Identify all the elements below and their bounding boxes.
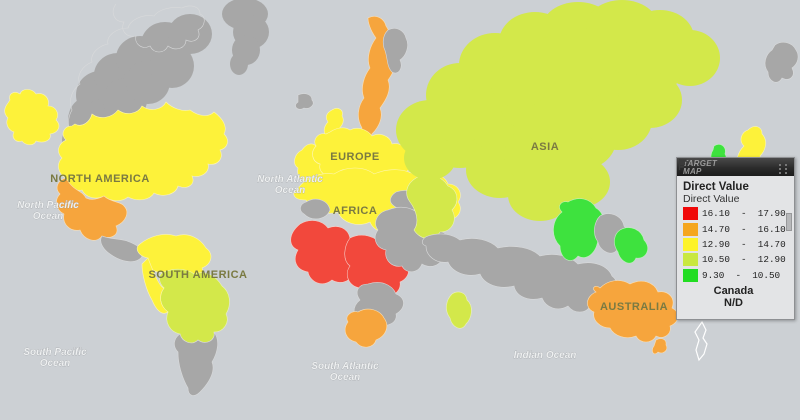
svg-text:AFRICA: AFRICA <box>333 205 378 217</box>
svg-text:North Pacific: North Pacific <box>17 200 79 211</box>
svg-text:North Atlantic: North Atlantic <box>257 174 323 185</box>
svg-text:Ocean: Ocean <box>40 358 71 369</box>
svg-text:Ocean: Ocean <box>275 185 306 196</box>
svg-text:Ocean: Ocean <box>33 211 64 222</box>
svg-text:ASIA: ASIA <box>531 141 559 153</box>
svg-text:South Atlantic: South Atlantic <box>311 361 379 372</box>
svg-text:Ocean: Ocean <box>330 372 361 383</box>
svg-text:Indian Ocean: Indian Ocean <box>514 350 577 361</box>
svg-text:NORTH AMERICA: NORTH AMERICA <box>50 173 150 185</box>
svg-text:EUROPE: EUROPE <box>330 151 379 163</box>
svg-text:AUSTRALIA: AUSTRALIA <box>600 301 668 313</box>
svg-text:SOUTH AMERICA: SOUTH AMERICA <box>149 269 248 281</box>
svg-text:South Pacific: South Pacific <box>23 347 87 358</box>
